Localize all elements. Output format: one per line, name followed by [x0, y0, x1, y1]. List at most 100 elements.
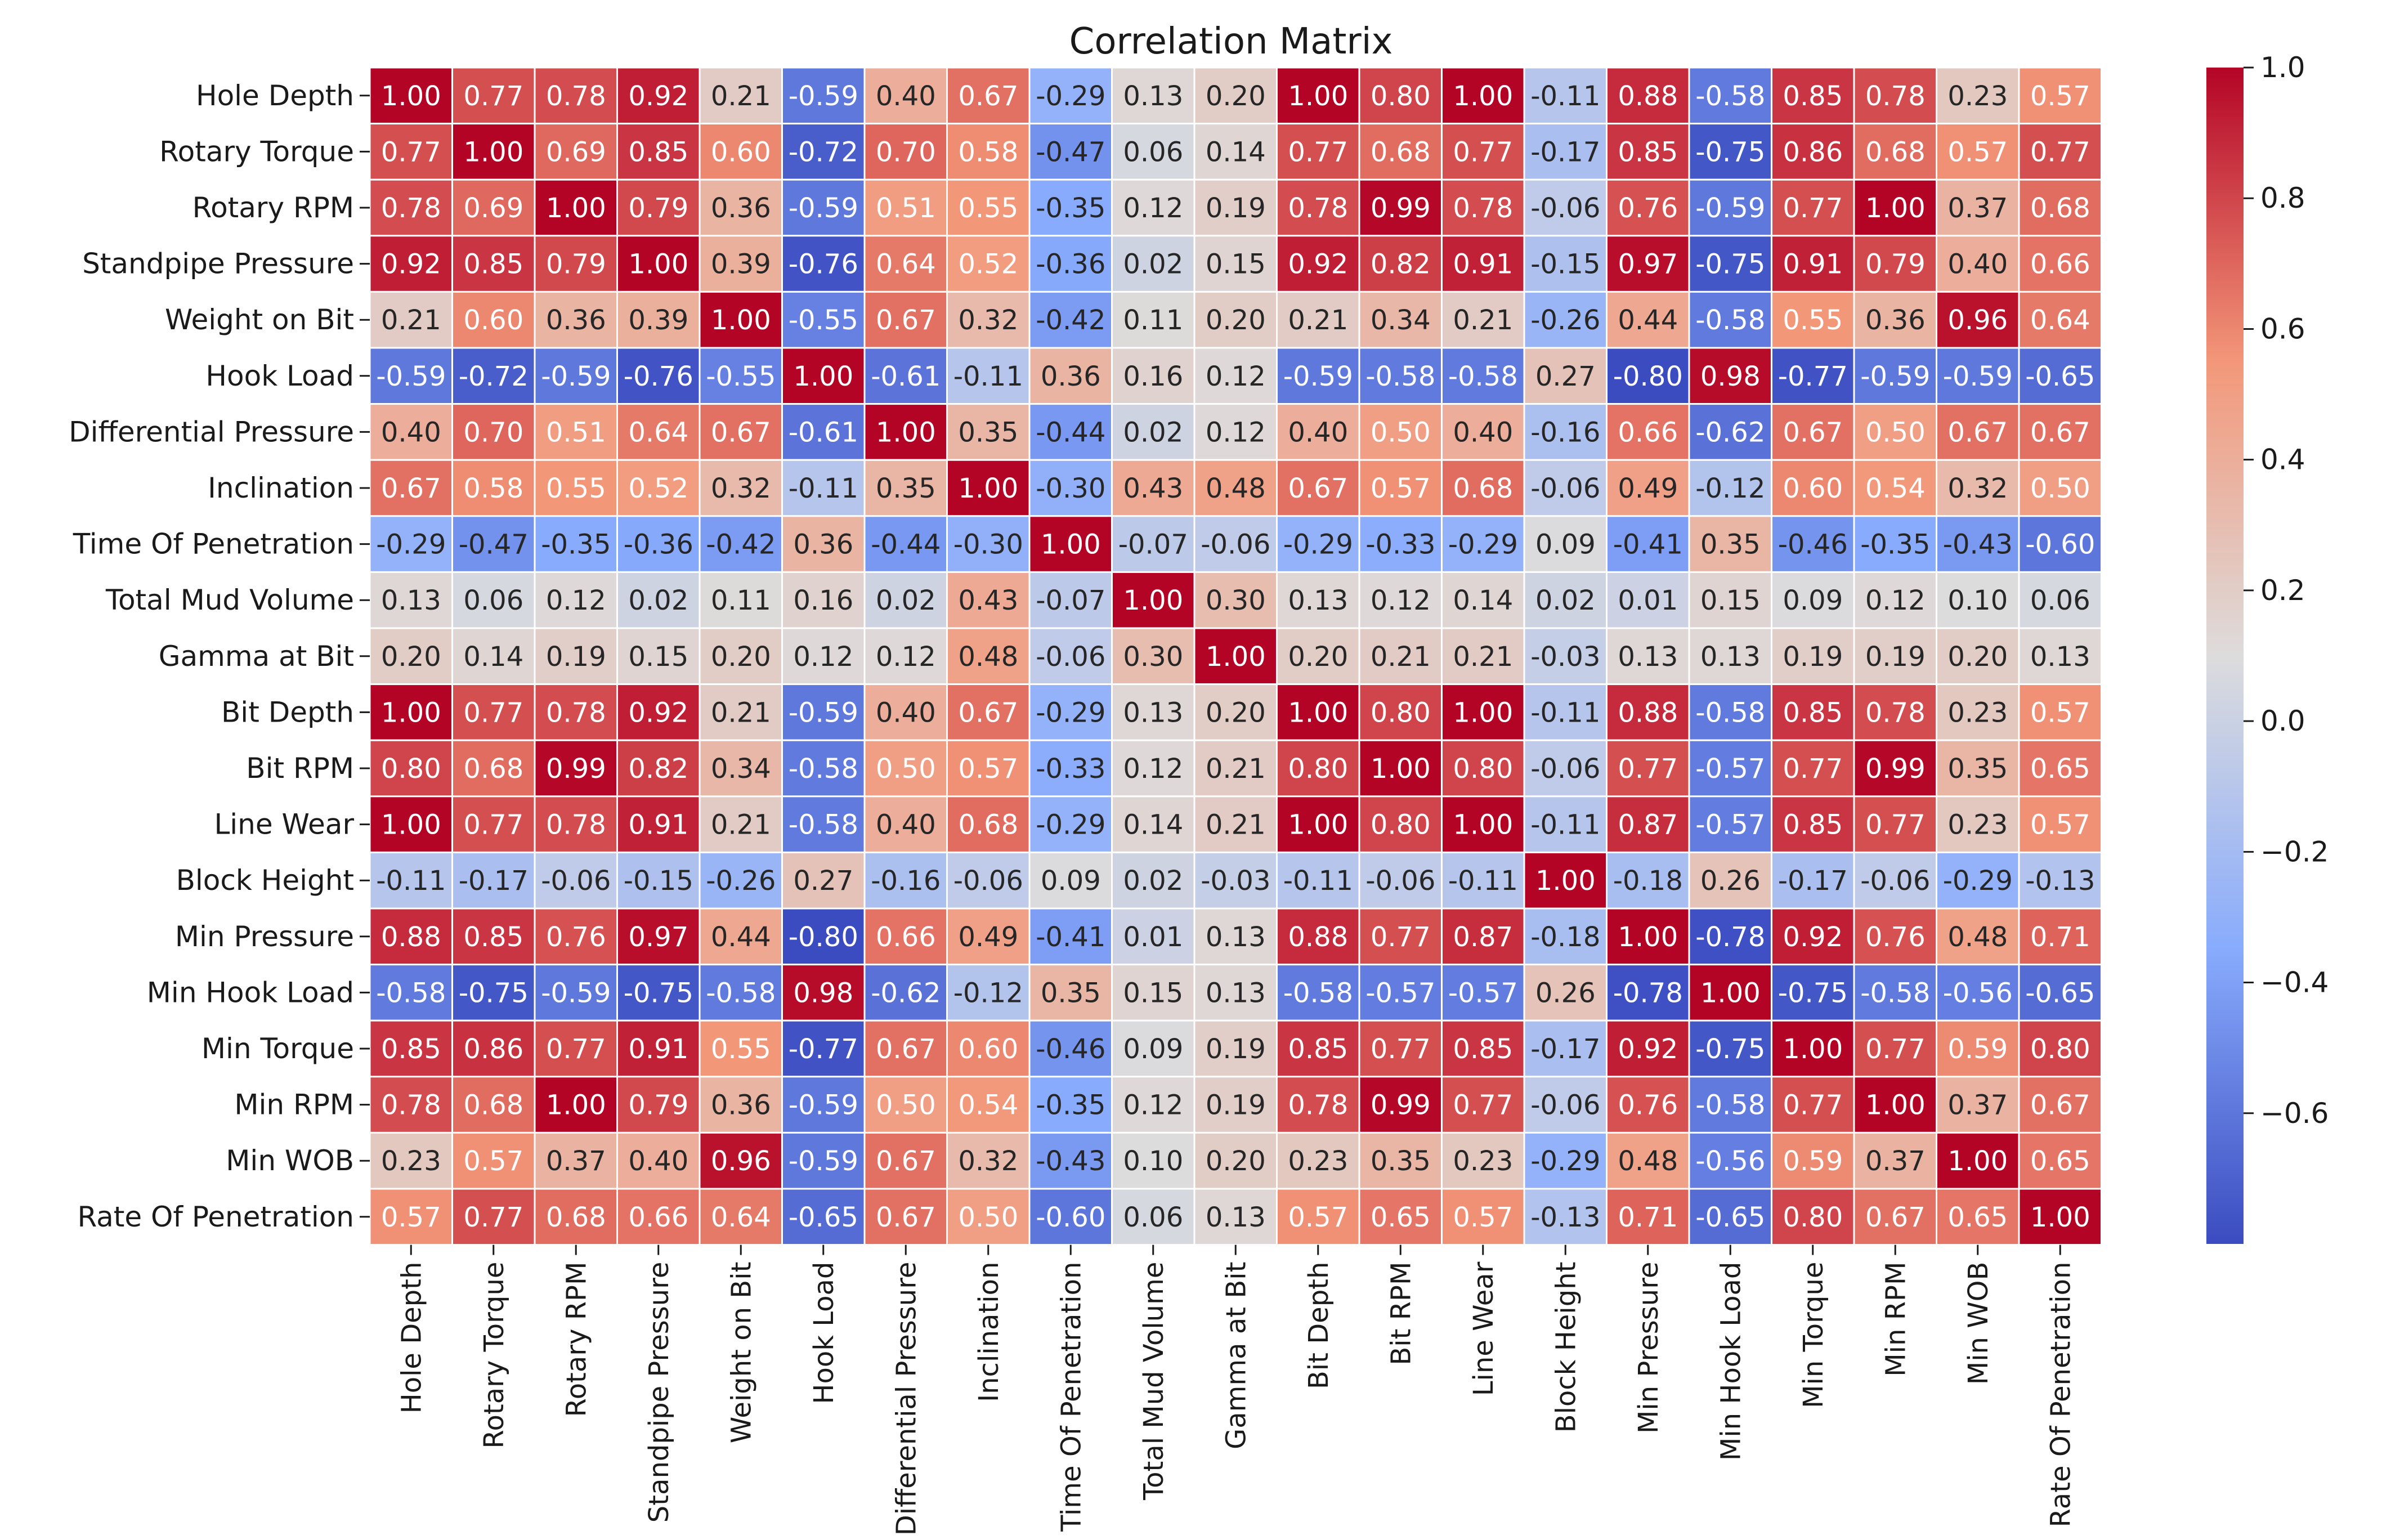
cell-value-label: -0.59 — [789, 80, 858, 112]
cell-value-label: 0.20 — [1206, 697, 1266, 728]
cell-value-label: 0.36 — [711, 1090, 771, 1121]
cell-value-label: 0.68 — [958, 809, 1018, 841]
cell-value-label: 0.36 — [793, 529, 853, 561]
cell-value-label: 0.80 — [1783, 1202, 1843, 1233]
heatmap-cell — [1111, 1131, 1196, 1190]
cell-value-label: -0.58 — [376, 977, 446, 1009]
cell-value-label: 0.21 — [1453, 641, 1513, 673]
heatmap-cell — [1028, 795, 1113, 853]
heatmap-cell — [1936, 515, 2020, 573]
cell-value-label: 1.00 — [1288, 80, 1348, 112]
heatmap-cell — [1523, 235, 1608, 293]
y-tick-label: Differential Pressure — [69, 415, 354, 448]
cell-value-label: 0.09 — [1123, 1033, 1183, 1065]
heatmap-cell — [1771, 795, 1855, 853]
x-tick-label: Total Mud Volume — [1138, 1262, 1170, 1501]
cell-value-label: 1.00 — [1041, 529, 1101, 561]
cell-value-label: 0.13 — [1206, 1202, 1266, 1233]
x-tick-label: Min Pressure — [1633, 1262, 1664, 1434]
cell-value-label: 0.78 — [1865, 80, 1926, 112]
heatmap-cell — [2018, 1131, 2102, 1190]
heatmap-cell — [1853, 964, 1937, 1022]
cell-value-label: 0.57 — [958, 753, 1018, 785]
cell-value-label: -0.57 — [1448, 977, 1518, 1009]
cell-value-label: 0.77 — [1618, 753, 1678, 785]
heatmap-cell — [2018, 290, 2102, 349]
cell-value-label: 0.15 — [1700, 585, 1761, 616]
heatmap-cell — [1028, 851, 1113, 910]
cell-value-label: 0.64 — [876, 249, 936, 280]
heatmap-cell — [1606, 851, 1690, 910]
heatmap-cell — [1193, 964, 1278, 1022]
cell-value-label: 0.40 — [876, 809, 936, 841]
cell-value-label: 0.82 — [628, 753, 688, 785]
cell-value-label: 0.55 — [958, 192, 1018, 224]
cell-value-label: 0.15 — [1123, 977, 1183, 1009]
cell-value-label: 1.00 — [1453, 697, 1513, 728]
heatmap-cell — [1771, 964, 1855, 1022]
cell-value-label: 0.92 — [1618, 1033, 1678, 1065]
heatmap-cell — [1441, 66, 1525, 125]
cell-value-label: 0.21 — [1206, 753, 1266, 785]
x-tick-label: Differential Pressure — [890, 1262, 922, 1536]
heatmap-cell — [1028, 627, 1113, 686]
cell-value-label: 1.00 — [711, 305, 771, 336]
cell-value-label: 0.21 — [711, 809, 771, 841]
cell-value-label: 0.92 — [628, 80, 688, 112]
cell-value-label: 0.99 — [1371, 1090, 1431, 1121]
cell-value-label: 0.86 — [463, 1033, 523, 1065]
cell-value-label: 0.48 — [958, 641, 1018, 673]
heatmap-cell — [863, 235, 948, 293]
cell-value-label: -0.80 — [1613, 361, 1683, 392]
y-tick-label: Total Mud Volume — [105, 584, 354, 616]
cell-value-label: -0.58 — [1365, 361, 1435, 392]
heatmap-cell — [534, 347, 618, 405]
cell-value-label: 0.55 — [1783, 305, 1843, 336]
heatmap-cell — [2018, 1076, 2102, 1134]
cell-value-label: -0.26 — [706, 865, 776, 897]
cell-value-label: 0.02 — [1123, 865, 1183, 897]
heatmap-cell — [1276, 1019, 1360, 1078]
heatmap-cell — [1936, 66, 2020, 125]
y-tick-label: Hole Depth — [196, 79, 354, 112]
cell-value-label: 0.88 — [381, 921, 441, 953]
cell-value-label: 0.13 — [1700, 641, 1761, 673]
x-tick-label: Rotary RPM — [561, 1262, 592, 1417]
cell-value-label: 1.00 — [381, 809, 441, 841]
cell-value-label: -0.75 — [1695, 1033, 1765, 1065]
cell-value-label: 0.19 — [1206, 1090, 1266, 1121]
cell-value-label: 0.48 — [1618, 1145, 1678, 1177]
x-tick-label: Standpipe Pressure — [643, 1262, 675, 1523]
cell-value-label: 0.99 — [546, 753, 606, 785]
heatmap-cell — [1688, 178, 1772, 237]
heatmap-cell — [451, 403, 536, 461]
heatmap-cell — [1936, 1188, 2020, 1246]
heatmap-cell — [1853, 1188, 1937, 1246]
cell-value-label: -0.03 — [1530, 641, 1600, 673]
cell-value-label: 1.00 — [1700, 977, 1761, 1009]
cell-value-label: -0.61 — [871, 361, 941, 392]
cell-value-label: -0.47 — [1036, 136, 1105, 168]
cell-value-label: -0.42 — [706, 529, 776, 561]
heatmap-cell — [1523, 1076, 1608, 1134]
x-tick-label: Block Height — [1550, 1262, 1582, 1433]
cell-value-label: 1.00 — [546, 192, 606, 224]
cell-value-label: -0.55 — [706, 361, 776, 392]
cell-value-label: 0.67 — [876, 1033, 936, 1065]
heatmap-cell — [1111, 347, 1196, 405]
heatmap-cell — [1276, 1188, 1360, 1246]
heatmap-cell — [369, 235, 453, 293]
heatmap-cell — [1688, 66, 1772, 125]
heatmap-cell — [1441, 851, 1525, 910]
cell-value-label: 0.19 — [1865, 641, 1926, 673]
y-tick-label: Inclination — [208, 472, 354, 504]
cell-value-label: 0.76 — [1865, 921, 1926, 953]
cell-value-label: 1.00 — [1371, 753, 1431, 785]
cell-value-label: 0.70 — [876, 136, 936, 168]
cell-value-label: 0.98 — [793, 977, 853, 1009]
x-tick-label: Line Wear — [1468, 1261, 1499, 1396]
cell-value-label: 0.12 — [1123, 192, 1183, 224]
heatmap-cell — [863, 571, 948, 629]
cell-value-label: 0.02 — [1535, 585, 1596, 616]
cell-value-label: 0.66 — [1618, 417, 1678, 448]
